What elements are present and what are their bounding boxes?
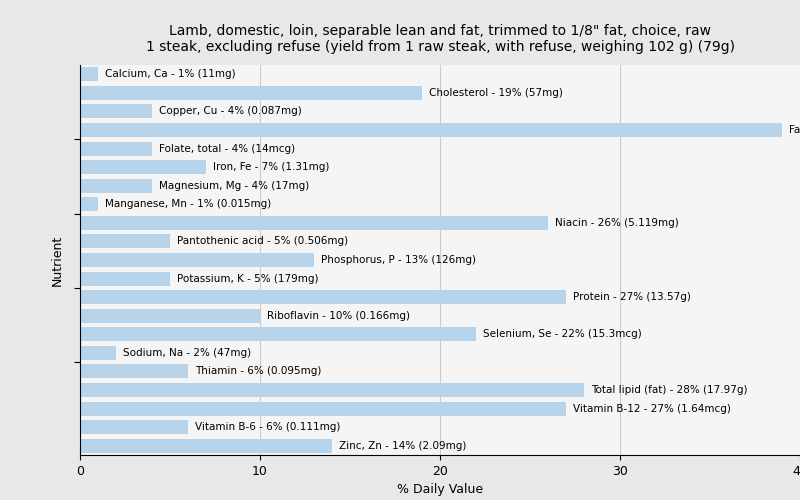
Bar — [80, 402, 566, 415]
Bar — [80, 383, 584, 397]
Text: Folate, total - 4% (14mcg): Folate, total - 4% (14mcg) — [159, 144, 295, 154]
Bar — [80, 86, 422, 100]
Text: Pantothenic acid - 5% (0.506mg): Pantothenic acid - 5% (0.506mg) — [178, 236, 348, 246]
Bar — [80, 142, 152, 156]
Text: Calcium, Ca - 1% (11mg): Calcium, Ca - 1% (11mg) — [106, 70, 236, 80]
Title: Lamb, domestic, loin, separable lean and fat, trimmed to 1/8" fat, choice, raw
1: Lamb, domestic, loin, separable lean and… — [146, 24, 734, 54]
Text: Manganese, Mn - 1% (0.015mg): Manganese, Mn - 1% (0.015mg) — [106, 200, 271, 209]
Bar — [80, 290, 566, 304]
Text: Fatty acids, total saturated - 39% (7.860g): Fatty acids, total saturated - 39% (7.86… — [789, 125, 800, 135]
Text: Selenium, Se - 22% (15.3mcg): Selenium, Se - 22% (15.3mcg) — [483, 330, 642, 340]
Text: Sodium, Na - 2% (47mg): Sodium, Na - 2% (47mg) — [123, 348, 251, 358]
Text: Vitamin B-12 - 27% (1.64mcg): Vitamin B-12 - 27% (1.64mcg) — [573, 404, 731, 413]
Bar — [80, 68, 98, 82]
Text: Cholesterol - 19% (57mg): Cholesterol - 19% (57mg) — [429, 88, 563, 98]
Bar — [80, 104, 152, 118]
Text: Potassium, K - 5% (179mg): Potassium, K - 5% (179mg) — [178, 274, 318, 283]
Text: Total lipid (fat) - 28% (17.97g): Total lipid (fat) - 28% (17.97g) — [591, 385, 748, 395]
Text: Phosphorus, P - 13% (126mg): Phosphorus, P - 13% (126mg) — [322, 255, 476, 265]
Bar — [80, 420, 188, 434]
Text: Riboflavin - 10% (0.166mg): Riboflavin - 10% (0.166mg) — [267, 310, 410, 320]
Bar — [80, 234, 170, 248]
Bar — [80, 328, 476, 342]
Text: Iron, Fe - 7% (1.31mg): Iron, Fe - 7% (1.31mg) — [213, 162, 330, 172]
Bar — [80, 179, 152, 192]
Bar — [80, 364, 188, 378]
Bar — [80, 272, 170, 285]
Bar — [80, 309, 260, 322]
Bar — [80, 216, 548, 230]
Y-axis label: Nutrient: Nutrient — [51, 234, 64, 286]
Text: Copper, Cu - 4% (0.087mg): Copper, Cu - 4% (0.087mg) — [159, 106, 302, 117]
Text: Protein - 27% (13.57g): Protein - 27% (13.57g) — [573, 292, 691, 302]
Text: Thiamin - 6% (0.095mg): Thiamin - 6% (0.095mg) — [195, 366, 322, 376]
Text: Zinc, Zn - 14% (2.09mg): Zinc, Zn - 14% (2.09mg) — [339, 440, 466, 450]
Text: Magnesium, Mg - 4% (17mg): Magnesium, Mg - 4% (17mg) — [159, 180, 310, 190]
Bar — [80, 123, 782, 137]
Bar — [80, 346, 116, 360]
Text: Niacin - 26% (5.119mg): Niacin - 26% (5.119mg) — [555, 218, 679, 228]
Bar — [80, 198, 98, 211]
Bar — [80, 253, 314, 267]
Bar — [80, 439, 332, 452]
Text: Vitamin B-6 - 6% (0.111mg): Vitamin B-6 - 6% (0.111mg) — [195, 422, 341, 432]
Bar — [80, 160, 206, 174]
X-axis label: % Daily Value: % Daily Value — [397, 484, 483, 496]
